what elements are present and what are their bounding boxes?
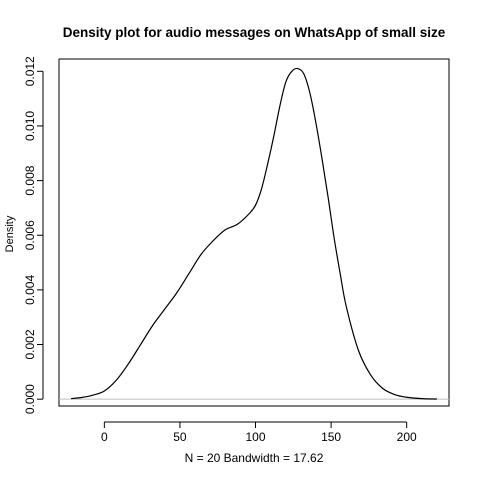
y-axis: 0.000 0.002 0.004 0.006 0.008 0.010 0.012 bbox=[23, 56, 44, 414]
x-tick-label: 100 bbox=[245, 430, 265, 444]
x-axis: 0 50 100 150 200 bbox=[101, 421, 417, 444]
density-curve bbox=[71, 67, 437, 400]
x-tick-label: 50 bbox=[173, 430, 187, 444]
x-axis-label: N = 20 Bandwidth = 17.62 bbox=[185, 451, 324, 465]
y-tick-label: 0.010 bbox=[23, 111, 37, 141]
y-tick-label: 0.002 bbox=[23, 329, 37, 359]
y-tick-label: 0.004 bbox=[23, 275, 37, 305]
plot-frame bbox=[58, 58, 450, 407]
y-tick-label: 0.006 bbox=[23, 220, 37, 250]
y-tick-label: 0.008 bbox=[23, 165, 37, 195]
chart-title: Density plot for audio messages on Whats… bbox=[63, 25, 446, 40]
y-tick-label: 0.012 bbox=[23, 56, 37, 86]
y-axis-label: Density bbox=[4, 215, 16, 252]
x-tick-label: 200 bbox=[397, 430, 417, 444]
y-tick-label: 0.000 bbox=[23, 384, 37, 414]
x-tick-label: 150 bbox=[321, 430, 341, 444]
x-tick-label: 0 bbox=[101, 430, 108, 444]
